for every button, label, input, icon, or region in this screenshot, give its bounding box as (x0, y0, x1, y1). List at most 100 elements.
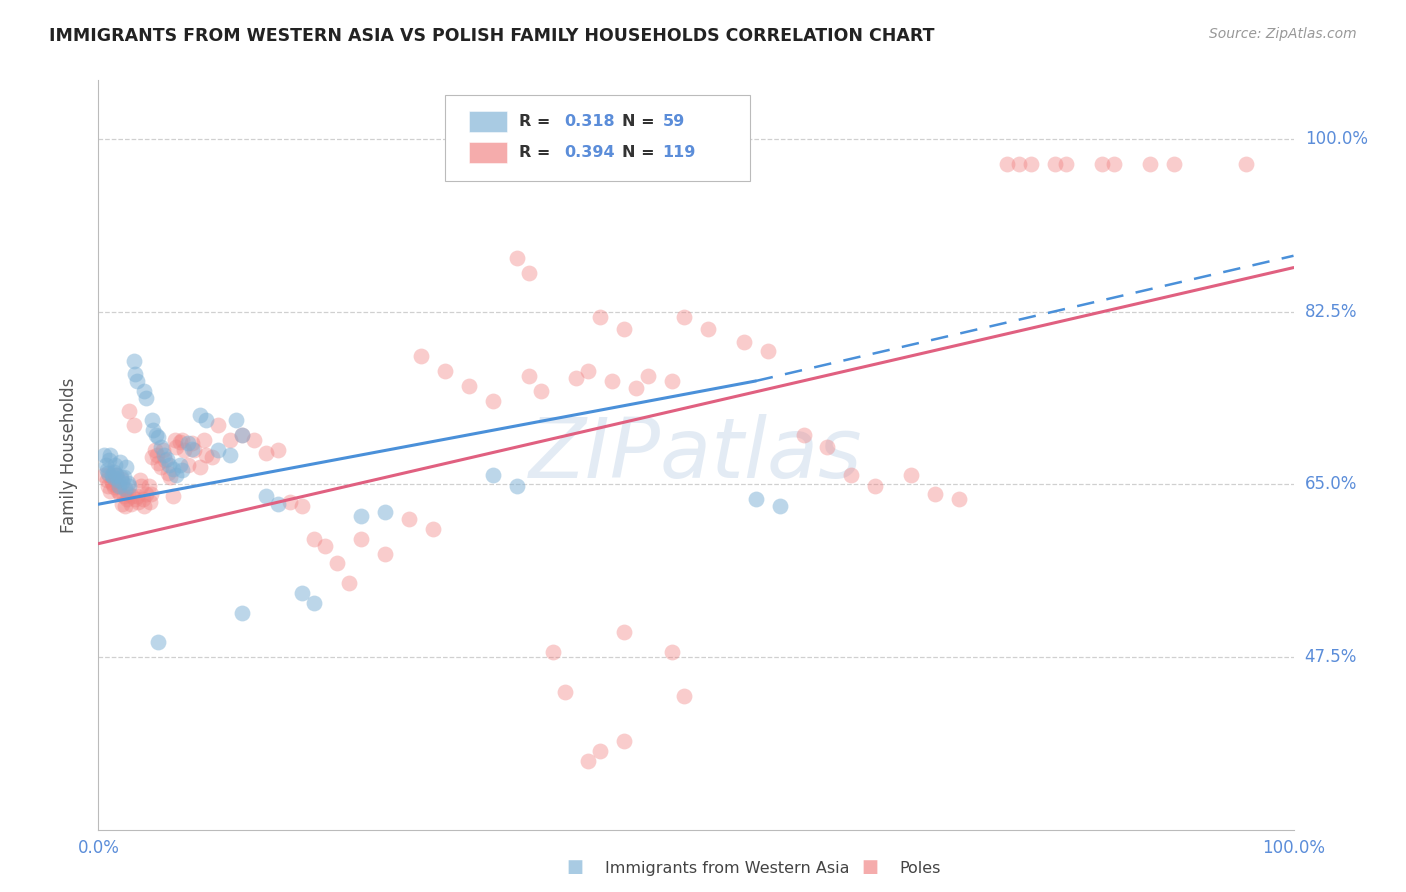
Point (107, 479, 129, 493)
Point (93, 467, 115, 482)
Point (207, 442, 229, 457)
Point (110, 469, 132, 483)
Point (148, 430, 170, 444)
Point (155, 453, 177, 467)
Point (111, 497, 134, 511)
Point (841, 467, 863, 482)
Point (565, 371, 588, 385)
Text: IMMIGRANTS FROM WESTERN ASIA VS POLISH FAMILY HOUSEHOLDS CORRELATION CHART: IMMIGRANTS FROM WESTERN ASIA VS POLISH F… (49, 27, 935, 45)
Point (1104, 157, 1126, 171)
Point (105, 467, 128, 482)
Point (93, 448, 115, 462)
Point (188, 459, 211, 474)
Point (121, 489, 143, 503)
Point (157, 458, 180, 472)
Point (162, 489, 184, 503)
Point (481, 467, 505, 482)
Point (142, 423, 165, 437)
Point (648, 157, 672, 171)
Point (124, 492, 146, 507)
Point (291, 499, 314, 513)
Point (172, 463, 194, 477)
Point (127, 495, 149, 509)
Point (177, 458, 200, 472)
Point (815, 440, 838, 454)
Point (124, 418, 146, 433)
Point (339, 576, 361, 591)
Point (1019, 157, 1042, 171)
Point (180, 442, 202, 456)
Point (104, 473, 127, 487)
Point (458, 379, 481, 393)
Point (195, 448, 218, 462)
Point (115, 483, 138, 497)
Text: 59: 59 (662, 114, 685, 129)
Point (673, 310, 696, 324)
Point (94, 458, 117, 472)
Point (637, 369, 659, 384)
Point (124, 354, 146, 368)
Point (159, 469, 181, 483)
Point (108, 455, 131, 469)
Point (1008, 157, 1031, 171)
Point (350, 509, 373, 524)
Point (139, 495, 162, 509)
Point (673, 690, 696, 704)
Point (177, 436, 200, 450)
Point (291, 586, 314, 600)
Text: 100.0%: 100.0% (1305, 130, 1368, 148)
Point (148, 635, 170, 649)
Text: Source: ZipAtlas.com: Source: ZipAtlas.com (1209, 27, 1357, 41)
Point (554, 684, 576, 698)
Point (1091, 157, 1114, 171)
Point (183, 442, 205, 457)
Point (201, 450, 224, 464)
Point (163, 433, 186, 447)
Point (411, 349, 433, 363)
Point (129, 473, 152, 487)
Point (148, 456, 170, 470)
Point (96, 473, 118, 487)
Point (149, 459, 172, 474)
Point (267, 497, 290, 511)
Text: ■: ■ (567, 858, 583, 876)
Point (254, 446, 277, 460)
Point (169, 458, 191, 472)
Point (107, 479, 129, 493)
Point (172, 433, 194, 447)
Point (530, 384, 553, 398)
Point (135, 487, 157, 501)
Point (98, 484, 122, 499)
Point (125, 374, 148, 388)
Point (117, 487, 139, 501)
Point (169, 435, 191, 450)
Text: 47.5%: 47.5% (1305, 648, 1357, 666)
Point (278, 495, 301, 509)
Point (118, 479, 141, 493)
Point (132, 499, 155, 513)
Point (745, 492, 768, 507)
Text: 0.394: 0.394 (565, 145, 616, 161)
Point (103, 480, 125, 494)
Point (231, 428, 253, 442)
Point (733, 334, 755, 349)
Point (193, 433, 215, 447)
Point (131, 492, 153, 507)
Point (506, 251, 529, 265)
Point (398, 512, 420, 526)
Text: Immigrants from Western Asia: Immigrants from Western Asia (605, 861, 849, 876)
Point (180, 436, 202, 450)
Point (110, 472, 132, 486)
Point (602, 374, 624, 388)
Point (173, 442, 195, 457)
Point (434, 364, 457, 378)
Point (243, 433, 266, 447)
Point (152, 442, 174, 457)
Point (104, 458, 127, 472)
Point (315, 539, 337, 553)
FancyBboxPatch shape (470, 143, 508, 163)
Point (145, 428, 167, 442)
Text: ZIPatlas: ZIPatlas (529, 415, 863, 495)
Point (924, 487, 946, 501)
Point (120, 497, 142, 511)
